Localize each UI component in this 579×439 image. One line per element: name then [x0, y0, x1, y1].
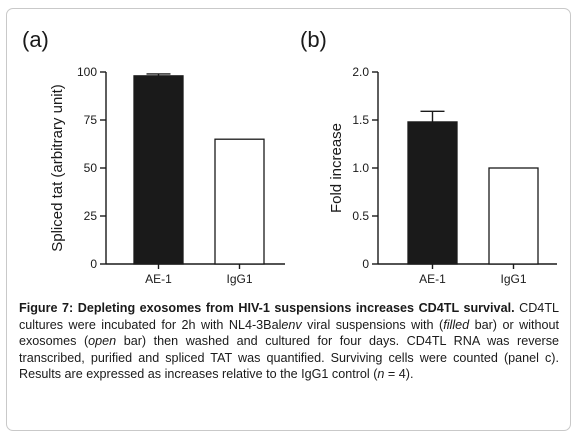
category-label: IgG1	[226, 272, 252, 286]
y-tick-label: 50	[84, 161, 98, 175]
panel-label: (a)	[22, 27, 49, 52]
y-tick-label: 100	[77, 65, 97, 79]
caption-text-part: filled	[443, 317, 470, 332]
y-tick-label: 0	[362, 257, 369, 271]
caption-text-part: env	[281, 317, 302, 332]
y-tick-label: 0	[90, 257, 97, 271]
caption-text-part: = 4).	[384, 367, 414, 382]
category-label: AE-1	[145, 272, 172, 286]
y-tick-label: 75	[84, 113, 98, 127]
bar-igg1	[488, 167, 539, 265]
bar-ae-1	[407, 121, 458, 265]
y-tick-label: 2.0	[352, 65, 369, 79]
caption-text-part: CD4TL cultures were incubated for 2h wit…	[19, 301, 560, 332]
caption-body: CD4TL cultures were incubated for 2h wit…	[19, 301, 559, 381]
y-axis-title: Spliced tat (arbitrary unit)	[49, 84, 66, 252]
bar-igg1	[214, 138, 265, 265]
caption-text-part: bar) or without exosomes (	[19, 317, 559, 349]
category-label: IgG1	[500, 272, 526, 286]
figure-frame	[6, 8, 571, 431]
panel-label: (b)	[300, 27, 327, 52]
caption-text-part: bar) then washed and cultured for four d…	[19, 334, 559, 382]
panel-b: (b) 0 0.5 1.0 1.5 2.0 Fold increase AE-1 IgG1	[300, 27, 557, 286]
y-axis-title: Fold increase	[328, 123, 345, 213]
figure-charts: (a) 0 25 50 75 100 Spliced tat (arbitrary unit…	[22, 27, 557, 286]
caption-text-part: n	[377, 367, 385, 382]
y-tick-label: 1.0	[352, 161, 369, 175]
bar-ae-1	[133, 75, 184, 265]
panel-a: (a) 0 25 50 75 100 Spliced tat (arbitrary unit…	[22, 27, 285, 286]
caption-title: Figure 7: Depleting exosomes from HIV-1 …	[19, 301, 515, 315]
caption-text-part: viral suspensions with (	[301, 317, 444, 332]
y-tick-label: 25	[84, 209, 98, 223]
y-tick-label: 1.5	[352, 113, 369, 127]
category-label: AE-1	[419, 272, 446, 286]
caption-text-part: open	[88, 334, 117, 349]
figure-caption: Figure 7: Depleting exosomes from HIV-1 …	[19, 300, 559, 383]
y-tick-label: 0.5	[352, 209, 369, 223]
